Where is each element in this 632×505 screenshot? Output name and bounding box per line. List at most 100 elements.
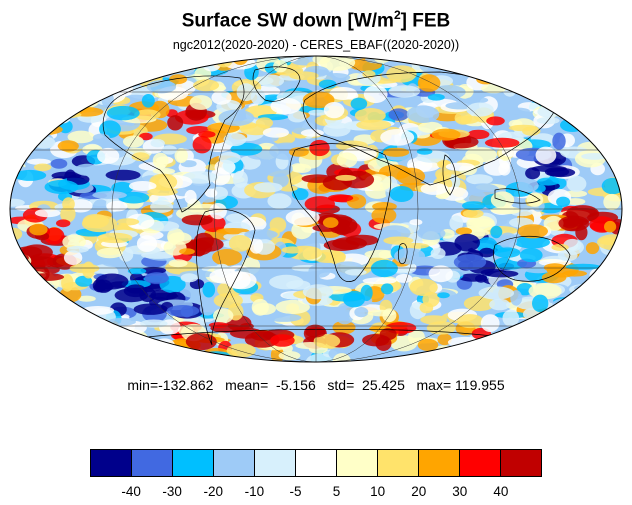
field-patch xyxy=(127,267,147,275)
field-patch xyxy=(587,300,622,312)
field-patch xyxy=(12,350,40,362)
field-patch xyxy=(542,321,567,339)
field-patch xyxy=(158,56,176,71)
field-patch xyxy=(302,284,334,300)
field-patch xyxy=(10,67,19,85)
field-patch xyxy=(37,330,66,341)
field-patch xyxy=(124,62,137,76)
field-patch xyxy=(131,354,155,362)
field-patch xyxy=(596,132,622,142)
field-patch xyxy=(323,122,351,137)
field-patch xyxy=(300,129,324,137)
field-patch xyxy=(580,79,595,88)
field-patch xyxy=(142,56,160,66)
field-patch xyxy=(140,266,167,275)
field-patch xyxy=(47,99,79,115)
field-patch xyxy=(571,58,598,66)
field-patch xyxy=(95,273,129,290)
field-patch xyxy=(372,202,397,211)
field-patch xyxy=(42,352,74,362)
field-patch xyxy=(522,126,541,136)
colorbar xyxy=(90,449,542,477)
field-patch xyxy=(250,89,266,105)
field-patch xyxy=(305,327,326,338)
field-patch xyxy=(417,74,441,92)
field-patch xyxy=(537,177,560,186)
field-patch xyxy=(308,109,328,116)
field-patch xyxy=(291,188,309,201)
field-patch xyxy=(511,57,536,73)
field-patch xyxy=(489,298,510,311)
field-patch xyxy=(262,127,289,138)
field-patch xyxy=(211,90,232,105)
field-patch xyxy=(199,56,225,63)
field-patch xyxy=(215,56,233,68)
title-main: Surface SW down [W/m xyxy=(181,10,394,32)
field-patch xyxy=(20,57,39,73)
field-patch xyxy=(114,68,130,76)
field-patch xyxy=(227,271,257,290)
field-patch xyxy=(29,223,48,236)
field-patch xyxy=(140,319,168,328)
field-patch xyxy=(576,100,603,110)
field-patch xyxy=(187,56,205,63)
field-patch xyxy=(288,111,307,123)
field-patch xyxy=(498,232,518,249)
field-patch xyxy=(278,351,301,361)
field-patch xyxy=(167,115,184,131)
field-patch xyxy=(308,264,331,278)
field-patch xyxy=(388,108,409,121)
field-patch xyxy=(605,266,622,279)
field-patch xyxy=(517,224,548,239)
field-patch xyxy=(478,286,515,300)
field-patch xyxy=(336,152,358,168)
field-patch xyxy=(38,328,74,346)
field-patch xyxy=(528,283,562,300)
field-patch xyxy=(31,309,51,325)
field-patch xyxy=(512,73,533,89)
field-patch xyxy=(91,334,110,345)
colorbar-box-0 xyxy=(91,450,132,476)
field-patch xyxy=(29,56,63,63)
field-patch xyxy=(605,77,622,87)
field-patch xyxy=(499,66,515,81)
field-patch xyxy=(146,80,177,94)
field-patch xyxy=(400,202,417,212)
field-patch xyxy=(185,348,208,362)
field-patch xyxy=(571,83,595,93)
field-patch xyxy=(18,306,40,317)
field-patch xyxy=(552,312,567,321)
field-patch xyxy=(456,353,488,362)
field-patch xyxy=(32,71,65,79)
field-patch xyxy=(323,239,360,251)
field-patch xyxy=(458,273,488,282)
field-patch xyxy=(139,132,153,141)
field-patch xyxy=(396,167,426,186)
field-patch xyxy=(149,221,180,232)
field-patch xyxy=(63,250,83,265)
field-patch xyxy=(480,314,500,332)
field-patch xyxy=(134,109,161,120)
field-patch xyxy=(487,343,514,356)
colorbar-tick-label: 10 xyxy=(370,484,386,499)
field-patch xyxy=(52,56,72,67)
field-patch xyxy=(50,158,68,169)
field-patch xyxy=(555,95,577,103)
field-patch xyxy=(53,336,82,345)
field-patch xyxy=(273,59,288,73)
field-patch xyxy=(208,322,229,329)
field-patch xyxy=(463,61,495,74)
field-patch xyxy=(16,125,49,136)
colorbar-tick-label: -5 xyxy=(289,484,302,499)
field-patch xyxy=(104,72,139,85)
field-patch xyxy=(269,217,287,233)
field-patch xyxy=(417,338,439,351)
field-patch xyxy=(166,305,200,317)
field-patch xyxy=(29,100,56,118)
colorbar-box-1 xyxy=(132,450,173,476)
field-patch xyxy=(467,129,490,140)
field-patch xyxy=(567,335,582,344)
field-patch xyxy=(244,229,278,240)
field-patch xyxy=(174,148,188,164)
field-patch xyxy=(603,312,622,329)
